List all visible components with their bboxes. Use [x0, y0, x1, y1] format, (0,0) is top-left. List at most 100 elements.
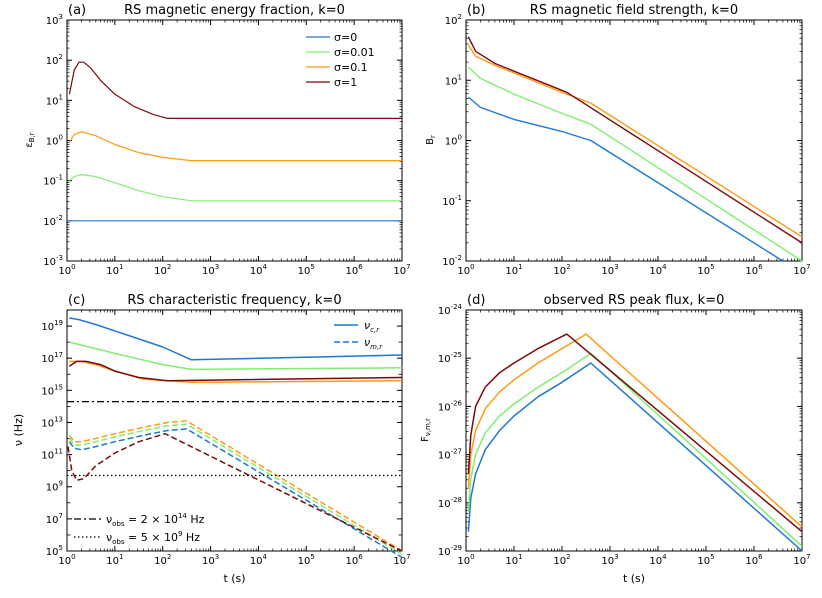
- series-line: [467, 352, 803, 547]
- panel-c-label: (c): [68, 293, 85, 308]
- y-tick-label: 10-25: [438, 351, 462, 365]
- series-line: [68, 360, 403, 382]
- series-line: [69, 341, 403, 371]
- x-tick-label: 102: [553, 263, 570, 277]
- panel-b-ylabel: Br: [425, 135, 437, 145]
- x-tick-label: 103: [202, 553, 219, 567]
- y-tick-label: 1015: [41, 383, 63, 397]
- y-tick-label: 102: [445, 13, 462, 27]
- x-tick-label: 106: [745, 553, 763, 567]
- legend-label-s01: σ=0.1: [334, 61, 368, 74]
- series-line: [467, 362, 803, 552]
- x-tick-label: 100: [58, 263, 75, 277]
- panel-c-xlabel: t (s): [223, 572, 245, 585]
- panel-b-lines: [467, 36, 803, 262]
- panel-c: 100 101 102 103 104 105 106 107 105 107 109 1011 101…: [12, 293, 411, 585]
- panel-b-label: (b): [467, 3, 485, 18]
- series-line: [68, 131, 402, 162]
- panel-c-legend: νc,r νm,r: [334, 319, 383, 351]
- y-tick-label: 10-28: [438, 496, 462, 510]
- x-tick-label: 102: [553, 553, 570, 567]
- series-line: [467, 44, 803, 238]
- y-tick-label: 10-27: [438, 448, 462, 462]
- x-tick-label: 100: [457, 263, 474, 277]
- x-tick-label: 105: [697, 553, 714, 567]
- series-line: [467, 66, 803, 262]
- panel-d: 100 101 102 103 104 105 106 107 10-29 10-28 10-27 1…: [420, 293, 811, 585]
- x-tick-label: 101: [505, 263, 522, 277]
- panel-b-frame: [465, 19, 803, 262]
- y-tick-label: 105: [46, 544, 63, 558]
- panel-c-lines: [67, 317, 403, 559]
- series-line: [467, 96, 784, 262]
- x-tick-label: 105: [697, 263, 714, 277]
- x-tick-label: 107: [793, 553, 810, 567]
- series-line: [467, 333, 803, 528]
- y-tick-label: 102: [46, 53, 63, 67]
- y-tick-label: 10-1: [43, 174, 63, 188]
- x-tick-label: 103: [601, 263, 618, 277]
- panel-d-frame: [465, 309, 803, 552]
- x-tick-label: 105: [298, 553, 315, 567]
- y-tick-label: 10-29: [438, 544, 462, 558]
- legend-label-s1: σ=1: [334, 76, 357, 89]
- panel-c-ylabel: ν (Hz): [12, 414, 25, 446]
- y-tick-label: 100: [46, 134, 63, 148]
- x-tick-label: 106: [745, 263, 763, 277]
- y-tick-label: 101: [46, 93, 63, 107]
- panel-b-ticks: 100 101 102 103 104 105 106 107 10-2 10-1 100 101 10…: [442, 13, 810, 277]
- panel-d-xlabel: t (s): [623, 572, 645, 585]
- x-tick-label: 103: [202, 263, 219, 277]
- x-tick-label: 107: [393, 553, 410, 567]
- x-tick-label: 102: [154, 263, 171, 277]
- x-tick-label: 102: [154, 553, 171, 567]
- series-line: [467, 36, 803, 244]
- panel-c-title: RS characteristic frequency, k=0: [127, 293, 341, 308]
- series-line: [68, 61, 402, 120]
- y-tick-label: 1019: [41, 319, 63, 333]
- panel-a-lines: [67, 61, 402, 222]
- panel-a-ylabel: εB,r: [24, 132, 36, 147]
- panel-a-label: (a): [68, 3, 86, 18]
- x-tick-label: 101: [505, 553, 522, 567]
- x-tick-label: 105: [298, 263, 315, 277]
- panel-d-ylabel: Fν,m,r: [420, 418, 432, 442]
- x-tick-label: 101: [106, 263, 123, 277]
- legend-label-obs1: νobs = 2 × 1014 Hz: [106, 512, 205, 528]
- legend-label-nuc: νc,r: [364, 319, 380, 334]
- y-tick-label: 1011: [41, 448, 63, 462]
- legend-label-num: νm,r: [364, 336, 383, 351]
- panel-d-title: observed RS peak flux, k=0: [544, 293, 725, 308]
- panel-c-frame: [66, 309, 403, 552]
- x-tick-label: 100: [457, 553, 474, 567]
- x-tick-label: 104: [649, 553, 667, 567]
- x-tick-label: 107: [793, 263, 810, 277]
- y-tick-label: 10-24: [438, 303, 463, 317]
- series-line: [69, 317, 403, 361]
- x-tick-label: 104: [250, 553, 268, 567]
- y-tick-label: 1013: [41, 415, 63, 429]
- x-tick-label: 104: [250, 263, 268, 277]
- panel-c-legend2: νobs = 2 × 1014 Hz νobs = 5 × 109 Hz: [74, 512, 205, 546]
- panel-a: 100 101 102 103 104 105 106 107 10-3 10-2 10-1 100 1…: [24, 3, 411, 277]
- panel-d-ticks: 100 101 102 103 104 105 106 107 10-29 10-28 10-27 1…: [438, 303, 811, 567]
- legend-label-s0: σ=0: [334, 31, 357, 44]
- legend-label-obs2: νobs = 5 × 109 Hz: [106, 530, 200, 546]
- y-tick-label: 107: [46, 512, 63, 526]
- y-tick-label: 101: [445, 73, 462, 87]
- y-tick-label: 109: [46, 480, 63, 494]
- x-tick-label: 100: [58, 553, 75, 567]
- y-tick-label: 10-26: [438, 399, 463, 413]
- series-line: [68, 420, 403, 552]
- y-tick-label: 10-2: [43, 214, 63, 228]
- series-line: [69, 174, 402, 202]
- y-tick-label: 10-1: [442, 194, 462, 208]
- panel-b-title: RS magnetic field strength, k=0: [530, 3, 738, 18]
- panel-d-label: (d): [467, 293, 485, 308]
- series-line: [68, 428, 403, 559]
- x-tick-label: 106: [346, 263, 364, 277]
- panel-d-lines: [467, 333, 803, 552]
- series-line: [68, 423, 403, 555]
- x-tick-label: 103: [601, 553, 618, 567]
